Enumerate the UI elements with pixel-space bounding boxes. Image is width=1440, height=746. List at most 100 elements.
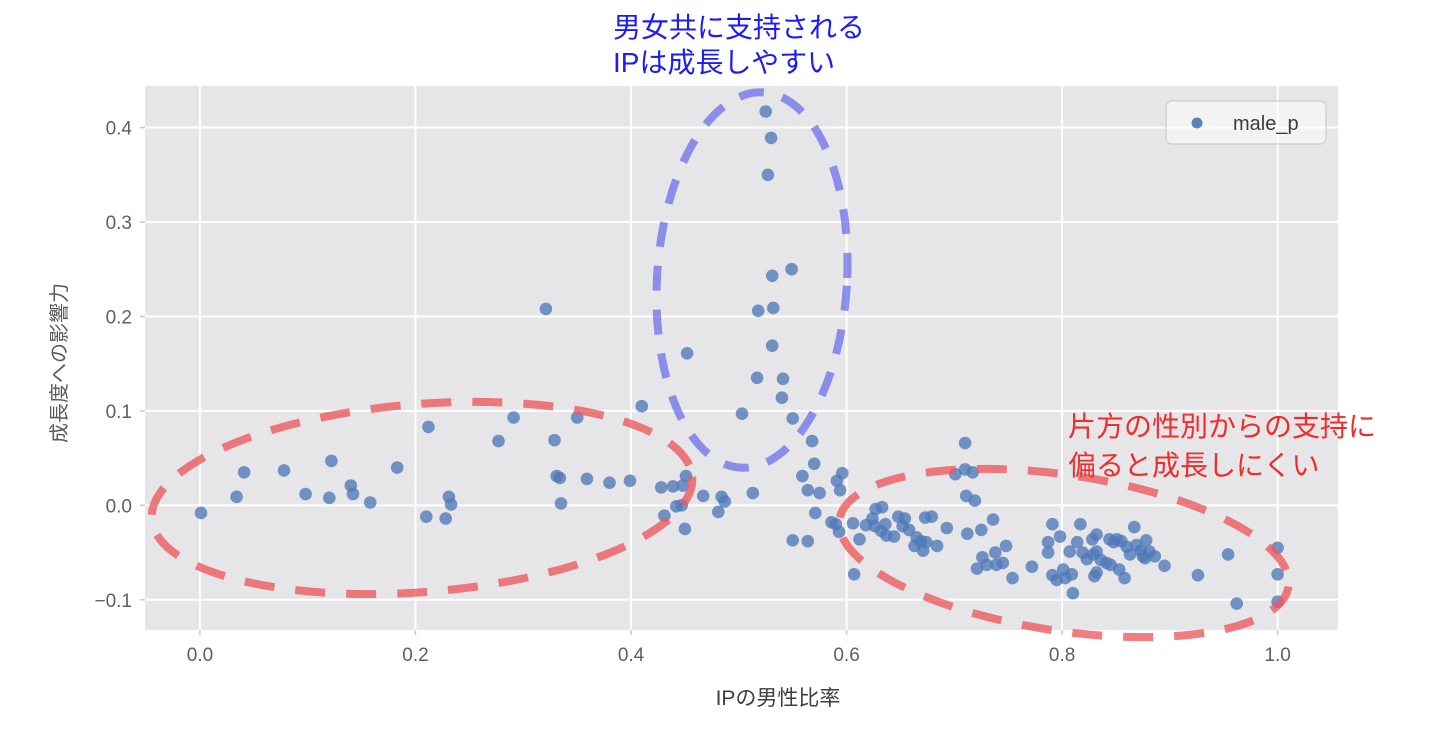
data-point <box>970 562 984 575</box>
plot-area <box>145 86 1338 630</box>
data-point <box>1074 517 1087 531</box>
data-point <box>735 407 749 421</box>
tick-labels: 0.0 0.2 0.4 0.6 0.8 1.0 −0.1 0.0 0.1 0.2 0.3 0.4 <box>94 119 1290 666</box>
data-point <box>1065 568 1079 581</box>
data-point <box>1123 548 1137 561</box>
data-point <box>765 339 779 353</box>
data-point <box>1053 530 1067 543</box>
data-point <box>765 269 779 283</box>
data-point <box>775 391 789 405</box>
data-point <box>813 486 826 500</box>
data-point <box>1041 546 1055 559</box>
data-point <box>853 533 866 546</box>
y-tick-label: 0.4 <box>106 119 133 140</box>
data-point <box>764 131 778 145</box>
x-axis-label: IPの男性比率 <box>716 687 841 710</box>
axis-ticks <box>140 126 1279 635</box>
data-point <box>767 301 780 315</box>
data-point <box>898 512 912 525</box>
data-point <box>986 513 1000 526</box>
data-point <box>1148 550 1162 563</box>
data-point <box>603 476 616 490</box>
both-genders-cluster-ellipse <box>652 88 852 472</box>
data-point <box>1006 571 1019 585</box>
legend-box <box>1165 100 1327 145</box>
legend-label: male_p <box>1233 113 1299 135</box>
legend: male_p <box>1165 100 1327 145</box>
data-point <box>761 168 775 182</box>
annotation-line: 男女共に支持される <box>613 12 865 43</box>
data-point <box>750 371 764 385</box>
x-tick-label: 0.4 <box>618 645 645 666</box>
data-point <box>420 510 433 523</box>
data-point <box>422 420 435 434</box>
data-point <box>1191 568 1205 582</box>
y-tick-label: 0.3 <box>106 213 132 234</box>
y-axis-label: 成長度への影響力 <box>48 283 71 443</box>
data-point <box>346 487 360 501</box>
data-point <box>759 105 772 118</box>
data-point <box>989 546 1002 559</box>
data-point <box>980 558 993 572</box>
legend-marker-dot <box>1191 117 1203 129</box>
data-point <box>996 556 1010 570</box>
data-point <box>1090 528 1103 541</box>
data-point <box>999 539 1013 553</box>
data-point <box>920 535 933 549</box>
data-point <box>363 496 377 509</box>
data-point <box>875 500 889 514</box>
data-point <box>439 512 453 525</box>
data-point <box>678 522 692 536</box>
x-tick-label: 0.8 <box>1049 645 1075 666</box>
data-point <box>277 464 291 477</box>
data-point <box>718 495 732 508</box>
data-point <box>553 471 567 485</box>
data-point <box>930 539 944 553</box>
x-tick-label: 0.6 <box>833 645 859 666</box>
data-point <box>548 433 561 447</box>
data-point <box>940 521 954 535</box>
data-point <box>833 483 847 497</box>
data-point <box>554 497 568 510</box>
y-tick-label: −0.1 <box>94 591 132 612</box>
data-point <box>1158 559 1171 573</box>
annotation-both-genders: 男女共に支持される IPは成長しやすい <box>613 12 865 78</box>
data-point <box>958 436 972 450</box>
data-point <box>194 506 208 520</box>
data-point <box>809 506 822 520</box>
x-tick-label: 0.2 <box>402 645 428 666</box>
data-point <box>746 486 760 500</box>
data-point <box>776 372 790 386</box>
annotation-line: 片方の性別からの支持に <box>1068 411 1376 442</box>
scatter-points <box>194 105 1284 610</box>
data-point <box>507 411 520 424</box>
data-point <box>847 568 861 581</box>
data-point <box>635 399 649 413</box>
data-point <box>1128 520 1141 534</box>
data-point <box>444 498 458 511</box>
data-point <box>1025 560 1039 573</box>
data-point <box>751 304 765 318</box>
data-point <box>966 466 979 479</box>
data-point <box>666 480 680 493</box>
data-point <box>325 454 338 468</box>
y-tick-label: 0.0 <box>106 496 132 517</box>
data-point <box>801 483 815 497</box>
data-point <box>785 262 798 276</box>
data-point <box>1070 535 1084 549</box>
data-point <box>323 491 336 505</box>
data-point <box>492 434 505 448</box>
data-point <box>237 466 251 479</box>
data-point <box>1041 535 1055 549</box>
data-point <box>1046 517 1059 531</box>
y-tick-label: 0.1 <box>106 402 132 423</box>
data-point <box>1271 568 1284 581</box>
data-point <box>786 534 799 547</box>
data-point <box>696 489 710 503</box>
data-point <box>975 523 988 537</box>
data-point <box>836 466 849 480</box>
data-point <box>390 461 404 474</box>
data-point <box>712 505 725 519</box>
x-tick-label: 1.0 <box>1264 645 1290 666</box>
